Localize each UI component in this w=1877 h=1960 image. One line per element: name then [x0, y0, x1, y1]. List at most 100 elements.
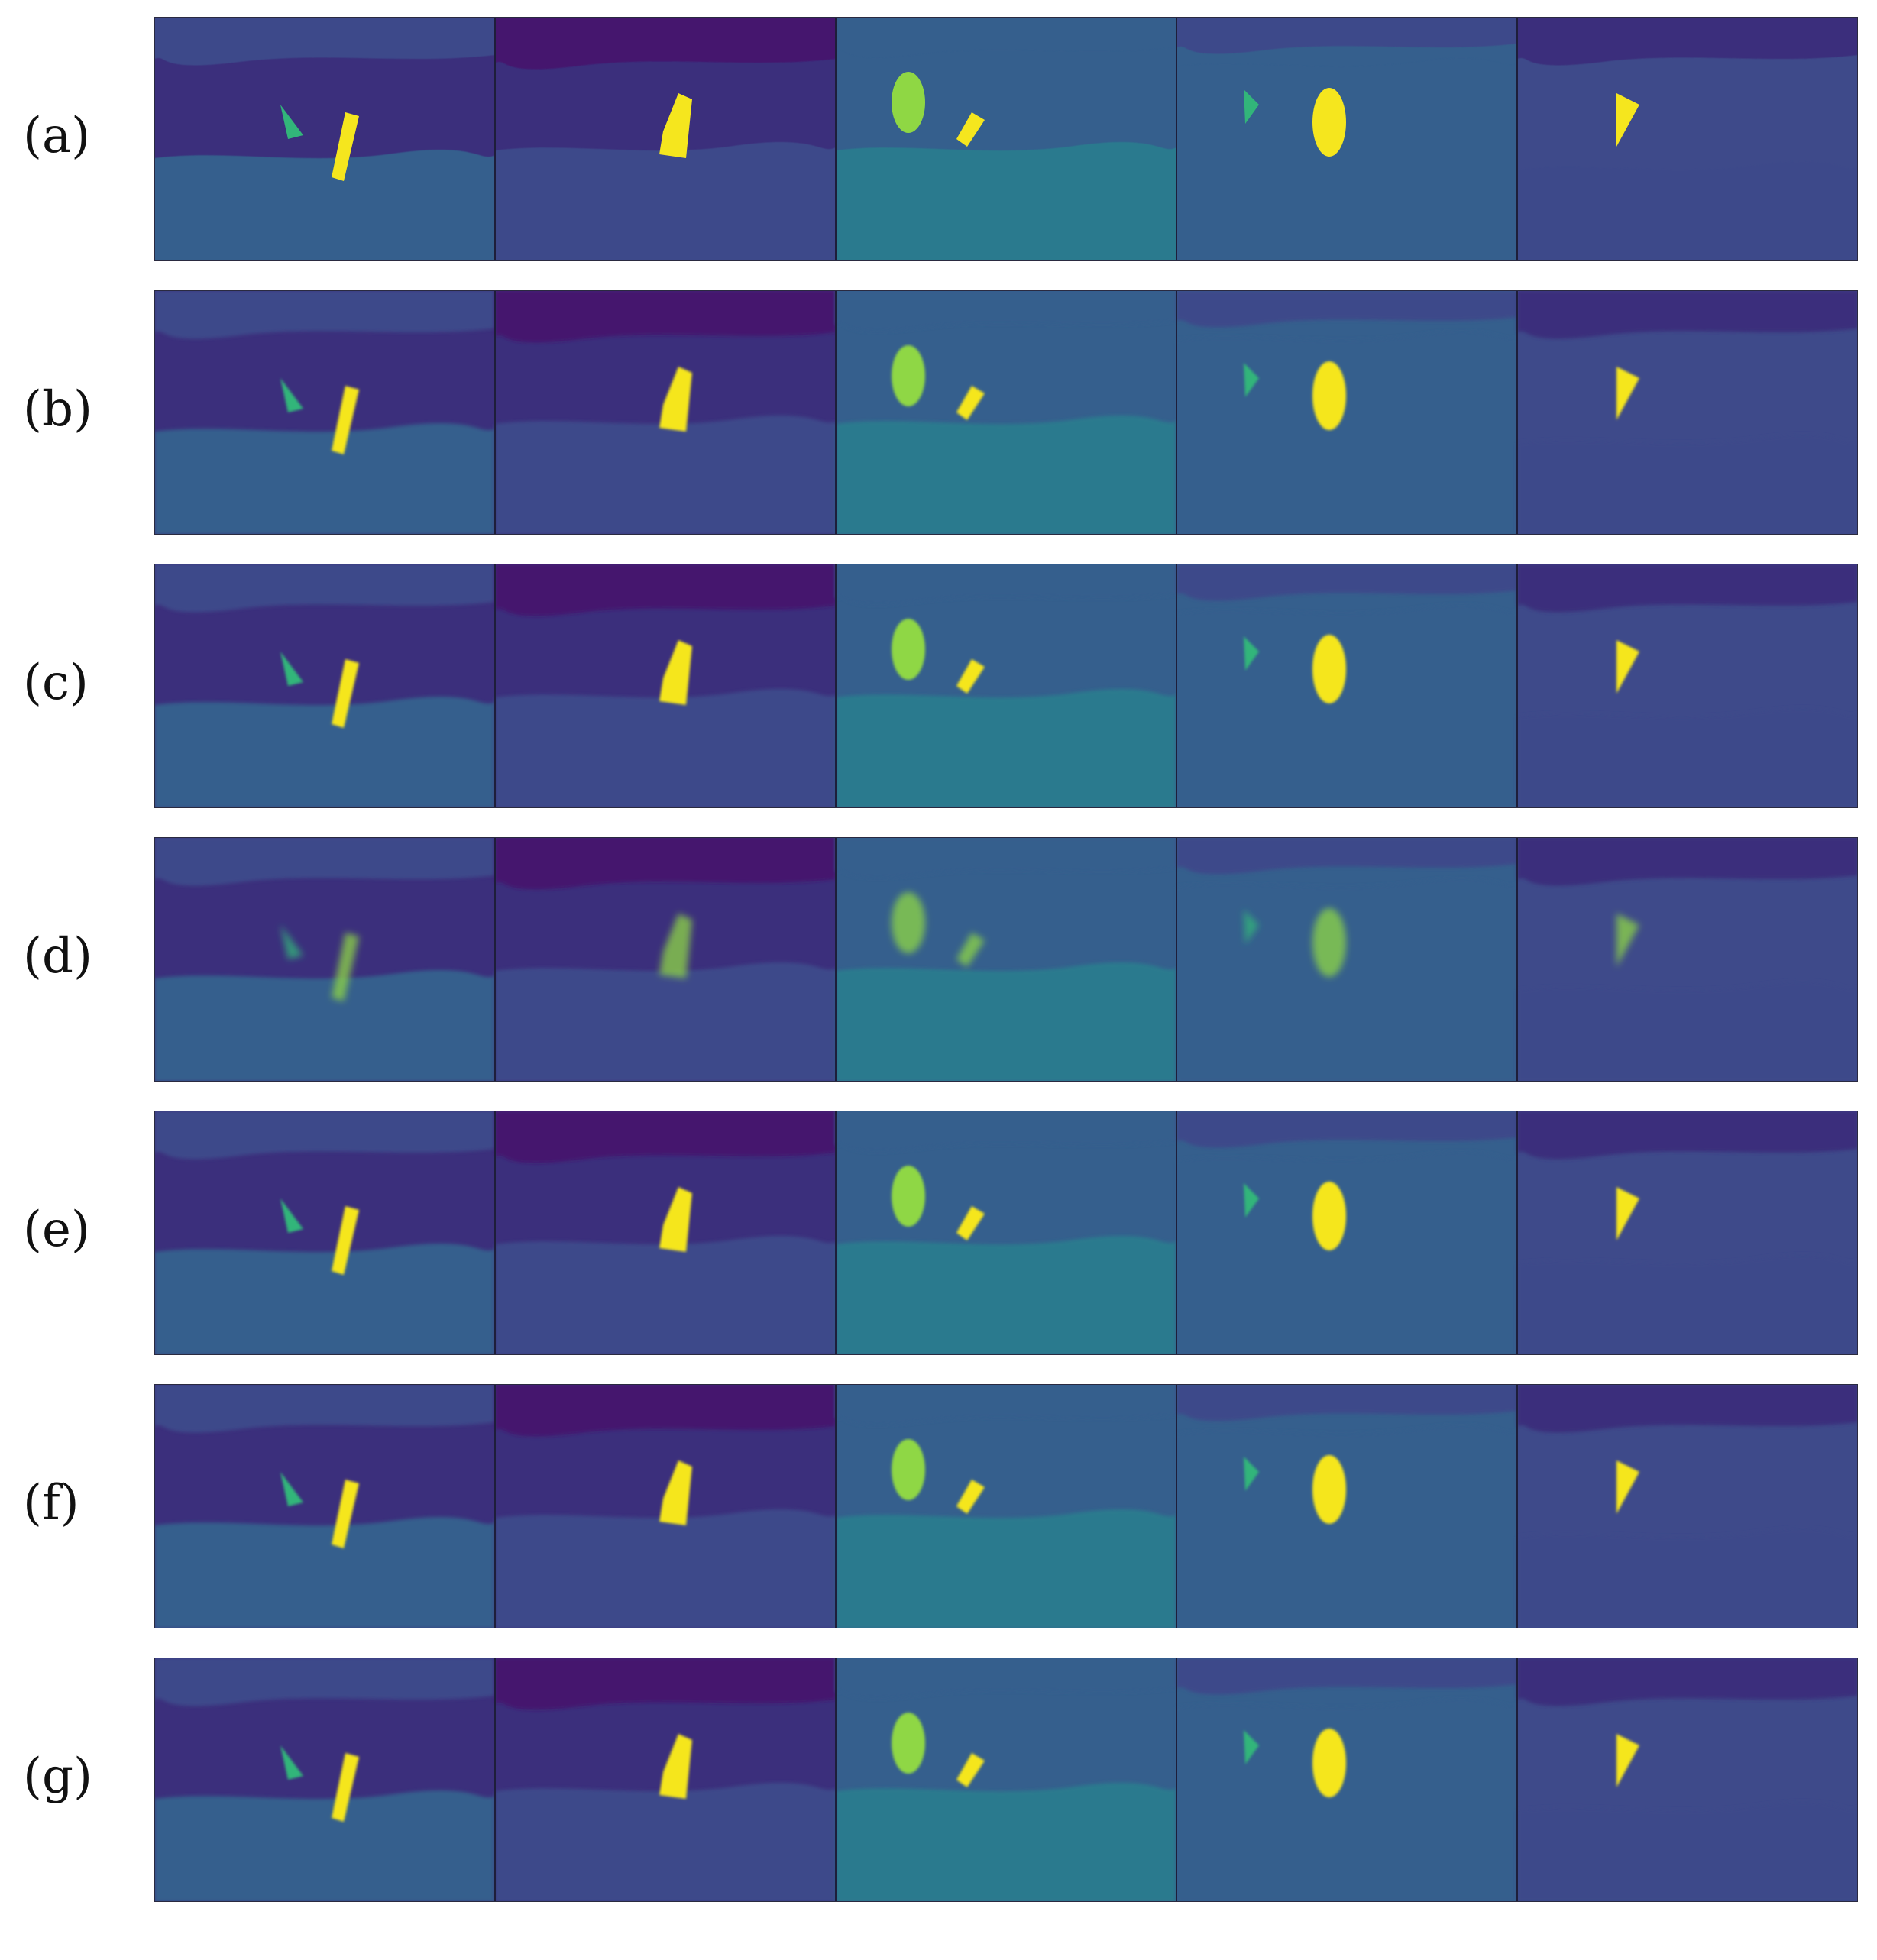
row-label: (g)	[23, 1748, 92, 1805]
top-layer	[154, 564, 495, 613]
rod-object	[332, 112, 359, 181]
strip-frame	[154, 1111, 1858, 1355]
image-panel	[835, 564, 1176, 808]
bottom-layer	[836, 415, 1176, 535]
top-layer	[495, 837, 836, 890]
rod-object	[956, 1480, 985, 1514]
image-panel	[494, 837, 836, 1082]
bottom-layer	[836, 1782, 1176, 1902]
row-label: (a)	[23, 108, 91, 164]
block-object	[659, 367, 692, 432]
top-layer	[1517, 1658, 1858, 1706]
bottom-layer	[495, 415, 836, 535]
top-layer	[154, 17, 495, 66]
block-object	[659, 914, 692, 978]
ellipse-object	[892, 892, 925, 953]
image-strip	[154, 1658, 1858, 1902]
top-layer	[1517, 290, 1858, 339]
row-label: (d)	[23, 928, 92, 985]
top-layer	[1176, 17, 1517, 54]
top-layer	[1517, 1111, 1858, 1160]
ellipse-object	[1312, 1729, 1346, 1797]
ellipse-object	[892, 72, 925, 133]
image-panel	[1516, 17, 1858, 261]
rod-object	[332, 1206, 359, 1275]
bottom-layer	[1176, 57, 1517, 261]
image-panel	[1516, 1384, 1858, 1628]
triangle-object	[1616, 1187, 1639, 1240]
image-strip	[154, 1384, 1858, 1628]
rod-object	[956, 659, 985, 694]
block-object	[659, 1460, 692, 1525]
image-strip	[154, 290, 1858, 535]
top-layer	[1176, 837, 1517, 875]
image-panel	[835, 1111, 1176, 1355]
image-panel	[1176, 290, 1517, 535]
ellipse-object	[1312, 635, 1346, 703]
image-panel	[154, 837, 495, 1082]
image-panel	[1176, 1658, 1517, 1902]
bottom-layer	[495, 1509, 836, 1628]
ellipse-object	[892, 345, 925, 406]
row-label: (b)	[23, 381, 92, 438]
bottom-layer	[1517, 434, 1858, 535]
image-panel	[494, 1658, 836, 1902]
image-panel	[1516, 1111, 1858, 1355]
bottom-layer	[1176, 604, 1517, 808]
ellipse-object	[1312, 908, 1346, 977]
bottom-layer	[1176, 1698, 1517, 1902]
bottom-layer	[154, 1516, 495, 1628]
top-layer	[1176, 1384, 1517, 1421]
image-panel	[494, 290, 836, 535]
image-panel	[154, 1384, 495, 1628]
top-layer	[154, 1111, 495, 1160]
ellipse-object	[1312, 1182, 1346, 1250]
image-panel	[494, 1111, 836, 1355]
image-panel	[1516, 290, 1858, 535]
triangle-object	[280, 1198, 303, 1233]
strip-frame	[154, 1384, 1858, 1628]
image-panel	[1516, 837, 1858, 1082]
triangle-object	[1244, 363, 1259, 397]
image-panel	[1516, 1658, 1858, 1902]
ellipse-object	[892, 1713, 925, 1774]
top-layer	[836, 17, 1176, 58]
bottom-layer	[154, 696, 495, 808]
triangle-object	[1244, 1183, 1259, 1218]
top-layer	[836, 564, 1176, 605]
bottom-layer	[154, 149, 495, 261]
triangle-object	[1244, 89, 1259, 124]
row-label: (c)	[23, 655, 89, 711]
top-layer	[154, 290, 495, 339]
triangle-object	[1616, 1460, 1639, 1514]
rod-object	[332, 1480, 359, 1548]
bottom-layer	[836, 1235, 1176, 1355]
top-layer	[836, 1111, 1176, 1152]
image-panel	[835, 17, 1176, 261]
bottom-layer	[495, 1235, 836, 1355]
top-layer	[154, 1384, 495, 1433]
strip-frame	[154, 837, 1858, 1082]
ellipse-object	[892, 1439, 925, 1500]
top-layer	[495, 1658, 836, 1710]
triangle-object	[280, 1472, 303, 1506]
bottom-layer	[495, 688, 836, 808]
bottom-layer	[1517, 160, 1858, 261]
bottom-layer	[1517, 981, 1858, 1082]
bottom-layer	[154, 422, 495, 535]
bottom-layer	[1517, 1254, 1858, 1355]
image-panel	[154, 1658, 495, 1902]
image-panel	[154, 290, 495, 535]
ellipse-object	[892, 1166, 925, 1227]
top-layer	[1176, 1658, 1517, 1695]
ellipse-object	[892, 619, 925, 680]
image-panel	[1516, 564, 1858, 808]
top-layer	[1176, 290, 1517, 328]
triangle-object	[1244, 1457, 1259, 1491]
image-panel	[835, 1384, 1176, 1628]
top-layer	[1176, 564, 1517, 601]
strip-frame	[154, 17, 1858, 261]
rod-object	[332, 933, 359, 1001]
image-panel	[1176, 564, 1517, 808]
row-label: (e)	[23, 1202, 90, 1258]
